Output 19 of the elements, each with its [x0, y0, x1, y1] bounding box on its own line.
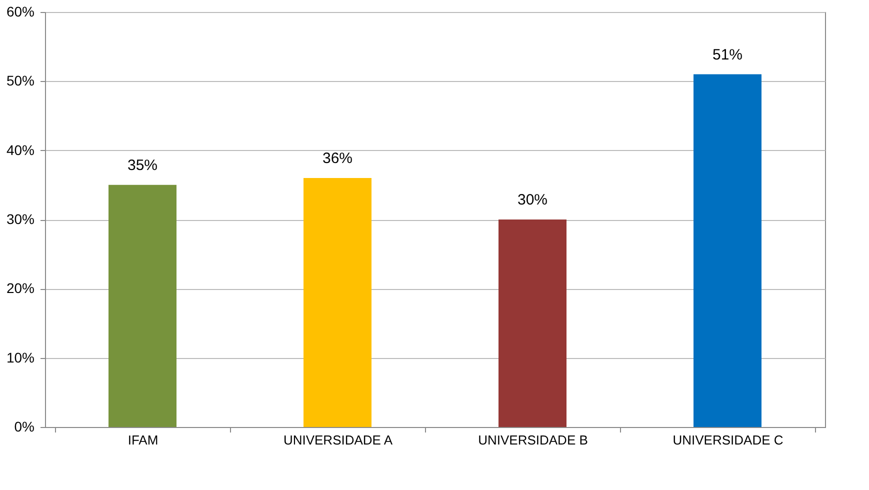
bar	[304, 178, 372, 427]
bar	[108, 184, 176, 427]
y-tick-label: 50%	[6, 72, 34, 89]
y-tick-label: 10%	[6, 349, 34, 366]
y-tick-label: 0%	[14, 418, 34, 434]
x-tick-label: UNIVERSIDADE B	[478, 432, 588, 448]
data-label: 35%	[127, 156, 158, 174]
y-tick-label: 40%	[6, 142, 34, 158]
y-tick-label: 60%	[6, 4, 34, 20]
data-label: 30%	[517, 192, 548, 208]
x-tick-label: UNIVERSIDADE C	[672, 432, 784, 448]
data-label: 51%	[712, 46, 743, 64]
data-label: 36%	[322, 150, 353, 167]
x-tick-label: UNIVERSIDADE A	[283, 432, 393, 448]
x-tick-label: IFAM	[128, 432, 158, 448]
bar	[694, 74, 762, 427]
y-tick-label: 20%	[6, 280, 34, 296]
y-tick-label: 30%	[6, 211, 34, 227]
bar	[498, 220, 566, 427]
